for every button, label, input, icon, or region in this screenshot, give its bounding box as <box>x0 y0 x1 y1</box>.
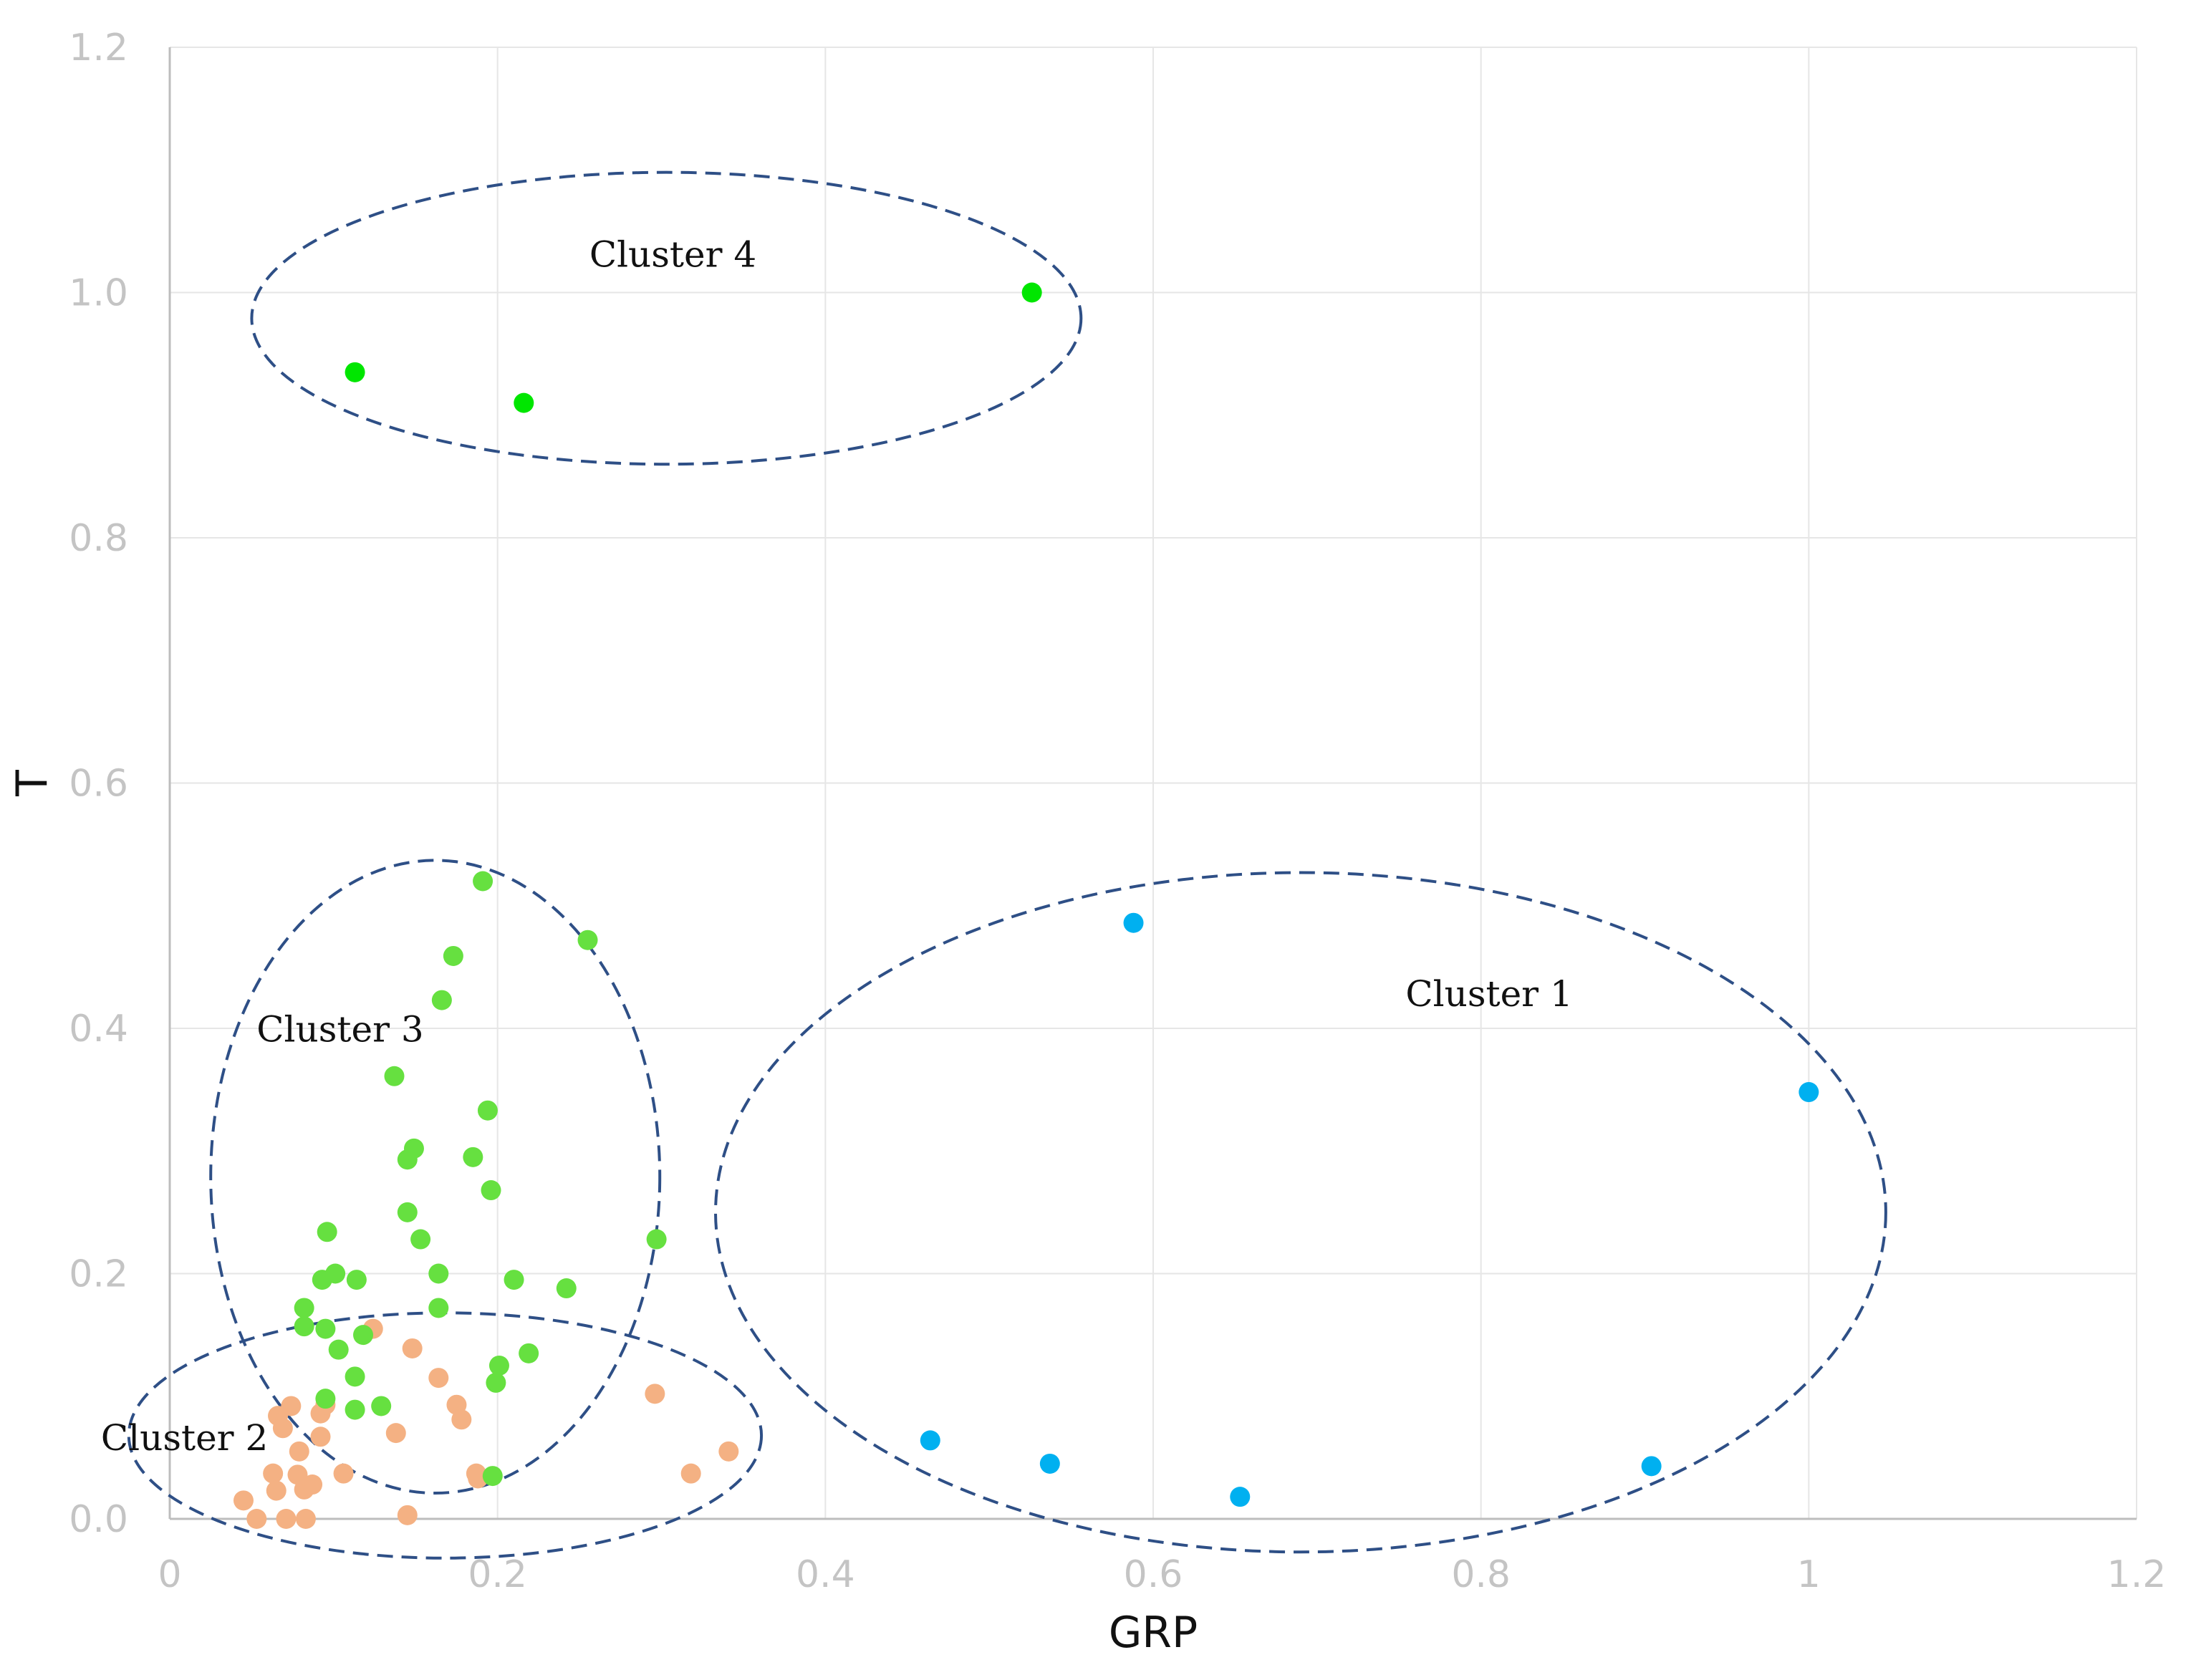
data-point <box>333 1463 354 1484</box>
data-point <box>281 1396 302 1416</box>
cluster-label: Cluster 3 <box>256 1009 423 1051</box>
cluster-ellipse <box>250 170 1083 466</box>
data-point <box>263 1463 284 1484</box>
data-points <box>233 282 1819 1529</box>
data-point <box>428 1368 449 1389</box>
data-point <box>514 392 534 413</box>
data-point <box>556 1278 577 1299</box>
data-point <box>315 1318 336 1339</box>
cluster-label: Cluster 2 <box>101 1417 268 1459</box>
data-point <box>272 1418 293 1439</box>
data-point <box>1123 912 1144 933</box>
data-point <box>1799 1082 1819 1103</box>
x-tick-label: 0.6 <box>1124 1553 1183 1596</box>
data-point <box>402 1338 423 1358</box>
data-point <box>481 1180 501 1201</box>
data-point <box>294 1316 314 1337</box>
axes <box>168 47 2137 1520</box>
data-point <box>397 1505 418 1525</box>
cluster-ellipse <box>209 859 662 1495</box>
data-point <box>384 1066 405 1086</box>
y-tick-label: 0.0 <box>69 1498 128 1541</box>
data-point <box>233 1490 254 1511</box>
data-point <box>473 871 493 892</box>
data-point <box>295 1509 316 1529</box>
data-point <box>294 1298 314 1318</box>
y-tick-label: 0.6 <box>69 763 128 806</box>
data-point <box>328 1339 349 1360</box>
data-point <box>1021 282 1042 303</box>
data-point <box>477 1100 498 1121</box>
x-tick-label: 0 <box>158 1553 181 1596</box>
data-point <box>317 1222 337 1242</box>
data-point <box>1641 1456 1662 1477</box>
data-point <box>353 1325 374 1346</box>
y-tick-label: 1.0 <box>69 272 128 315</box>
x-tick-label: 1 <box>1797 1553 1821 1596</box>
data-point <box>463 1146 483 1167</box>
data-point <box>397 1149 418 1170</box>
y-tick-label: 1.2 <box>69 26 128 69</box>
data-point <box>504 1270 524 1290</box>
y-tick-label: 0.2 <box>69 1253 128 1296</box>
y-tick-label: 0.8 <box>69 517 128 560</box>
data-point <box>646 1229 667 1250</box>
data-point <box>718 1441 739 1462</box>
data-point <box>315 1389 336 1409</box>
data-point <box>302 1474 323 1495</box>
data-point <box>488 1355 509 1376</box>
cluster-labels: Cluster 1 Cluster 2 Cluster 3 Cluster 4 <box>101 233 1573 1459</box>
data-point <box>266 1480 287 1501</box>
data-point <box>410 1229 431 1250</box>
data-point <box>451 1409 472 1430</box>
cluster-label: Cluster 1 <box>1405 973 1572 1015</box>
data-point <box>443 945 463 966</box>
data-point <box>371 1396 392 1416</box>
data-point <box>428 1263 449 1284</box>
data-point <box>397 1202 418 1222</box>
data-point <box>289 1441 309 1462</box>
data-point <box>246 1509 267 1529</box>
data-point <box>486 1372 506 1393</box>
data-point <box>428 1298 449 1318</box>
data-point <box>1039 1453 1060 1474</box>
data-point <box>680 1463 701 1484</box>
data-point <box>310 1426 331 1447</box>
data-point <box>385 1423 406 1444</box>
data-point <box>482 1466 503 1487</box>
tick-labels: 0 0.2 0.4 0.6 0.8 1 1.2 0.0 0.2 0.4 0.6 0.8 1.0 1.2 <box>69 26 2166 1596</box>
data-point <box>325 1263 346 1284</box>
data-point <box>276 1509 297 1529</box>
data-point <box>577 930 598 950</box>
x-tick-label: 0.8 <box>1451 1553 1511 1596</box>
cluster-ellipses <box>127 170 1887 1560</box>
data-point <box>920 1430 940 1451</box>
x-axis-title: GRP <box>1109 1608 1198 1658</box>
data-point <box>346 1270 367 1290</box>
data-point <box>645 1384 665 1404</box>
y-tick-label: 0.4 <box>69 1008 128 1051</box>
x-tick-label: 0.2 <box>468 1553 527 1596</box>
grid <box>170 47 2137 1519</box>
data-point <box>519 1343 539 1363</box>
data-point <box>345 362 365 382</box>
data-point <box>1230 1487 1251 1507</box>
x-tick-label: 1.2 <box>2107 1553 2167 1596</box>
cluster-label: Cluster 4 <box>589 233 756 275</box>
data-point <box>345 1399 365 1420</box>
cluster-ellipse <box>714 871 1887 1554</box>
data-point <box>345 1366 365 1387</box>
data-point <box>468 1468 488 1489</box>
y-axis-title: T <box>7 770 57 797</box>
data-point <box>431 990 452 1010</box>
x-tick-label: 0.4 <box>796 1553 855 1596</box>
